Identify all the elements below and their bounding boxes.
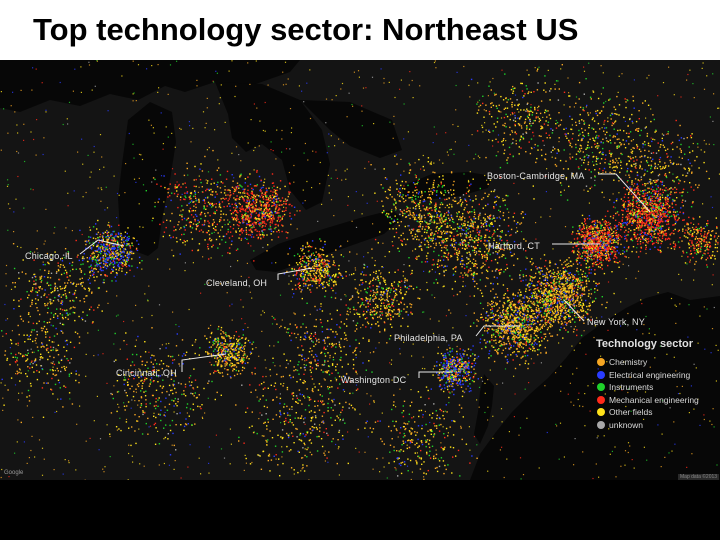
legend-swatch bbox=[597, 395, 605, 404]
city-label-newyork: New York, NY bbox=[587, 317, 645, 327]
slide-title: Top technology sector: Northeast US bbox=[0, 0, 720, 60]
map-canvas bbox=[0, 60, 720, 480]
city-label-cleveland: Cleveland, OH bbox=[206, 278, 268, 288]
lake-erie bbox=[250, 210, 402, 272]
legend-label: Instruments bbox=[609, 382, 654, 393]
legend-swatch bbox=[597, 358, 605, 367]
city-label-chicago: Chicago, IL bbox=[25, 251, 73, 261]
lake-huron bbox=[215, 82, 330, 210]
city-label-boston: Boston-Cambridge, MA bbox=[487, 171, 585, 181]
legend-item: Electrical engineering bbox=[588, 369, 708, 382]
legend-label: Chemistry bbox=[609, 357, 648, 368]
legend-rows: Chemistry Electrical engineering Instrumen… bbox=[588, 356, 708, 431]
legend-title: Technology sector bbox=[596, 338, 693, 350]
lake-ontario bbox=[402, 172, 492, 200]
city-label-hartford: Hartford, CT bbox=[488, 241, 540, 251]
legend-item: Mechanical engineering bbox=[588, 394, 708, 407]
city-label-washington: Washington DC bbox=[341, 375, 407, 385]
legend-item: Chemistry bbox=[588, 356, 708, 369]
atlantic-ocean bbox=[470, 292, 720, 480]
lake-michigan bbox=[118, 102, 176, 256]
legend-label: Other fields bbox=[609, 407, 653, 418]
map-panel: Boston-Cambridge, MA Hartford, CT Chicag… bbox=[0, 60, 720, 480]
legend-item: Other fields bbox=[588, 406, 708, 419]
legend-label: Mechanical engineering bbox=[609, 394, 699, 405]
lake-superior bbox=[0, 60, 300, 112]
city-label-philadelphia: Philadelphia, PA bbox=[394, 333, 463, 343]
city-label-cincinnati: Cincinnati, OH bbox=[116, 368, 177, 378]
legend-swatch bbox=[597, 370, 605, 379]
legend-label: unknown bbox=[609, 419, 644, 430]
legend-item: Instruments bbox=[588, 381, 708, 394]
legend: Technology sector Chemistry Electrical en… bbox=[588, 338, 708, 431]
chesapeake-bay bbox=[474, 374, 494, 444]
lake-huron-bay bbox=[300, 100, 402, 158]
legend-swatch bbox=[597, 420, 605, 429]
map-attribution: Map data ©2013 bbox=[678, 474, 720, 480]
legend-item: unknown bbox=[588, 419, 708, 432]
google-logo: Google bbox=[4, 470, 24, 476]
legend-swatch bbox=[597, 408, 605, 417]
bottom-band bbox=[0, 480, 720, 540]
legend-swatch bbox=[597, 383, 605, 392]
legend-label: Electrical engineering bbox=[609, 369, 691, 380]
